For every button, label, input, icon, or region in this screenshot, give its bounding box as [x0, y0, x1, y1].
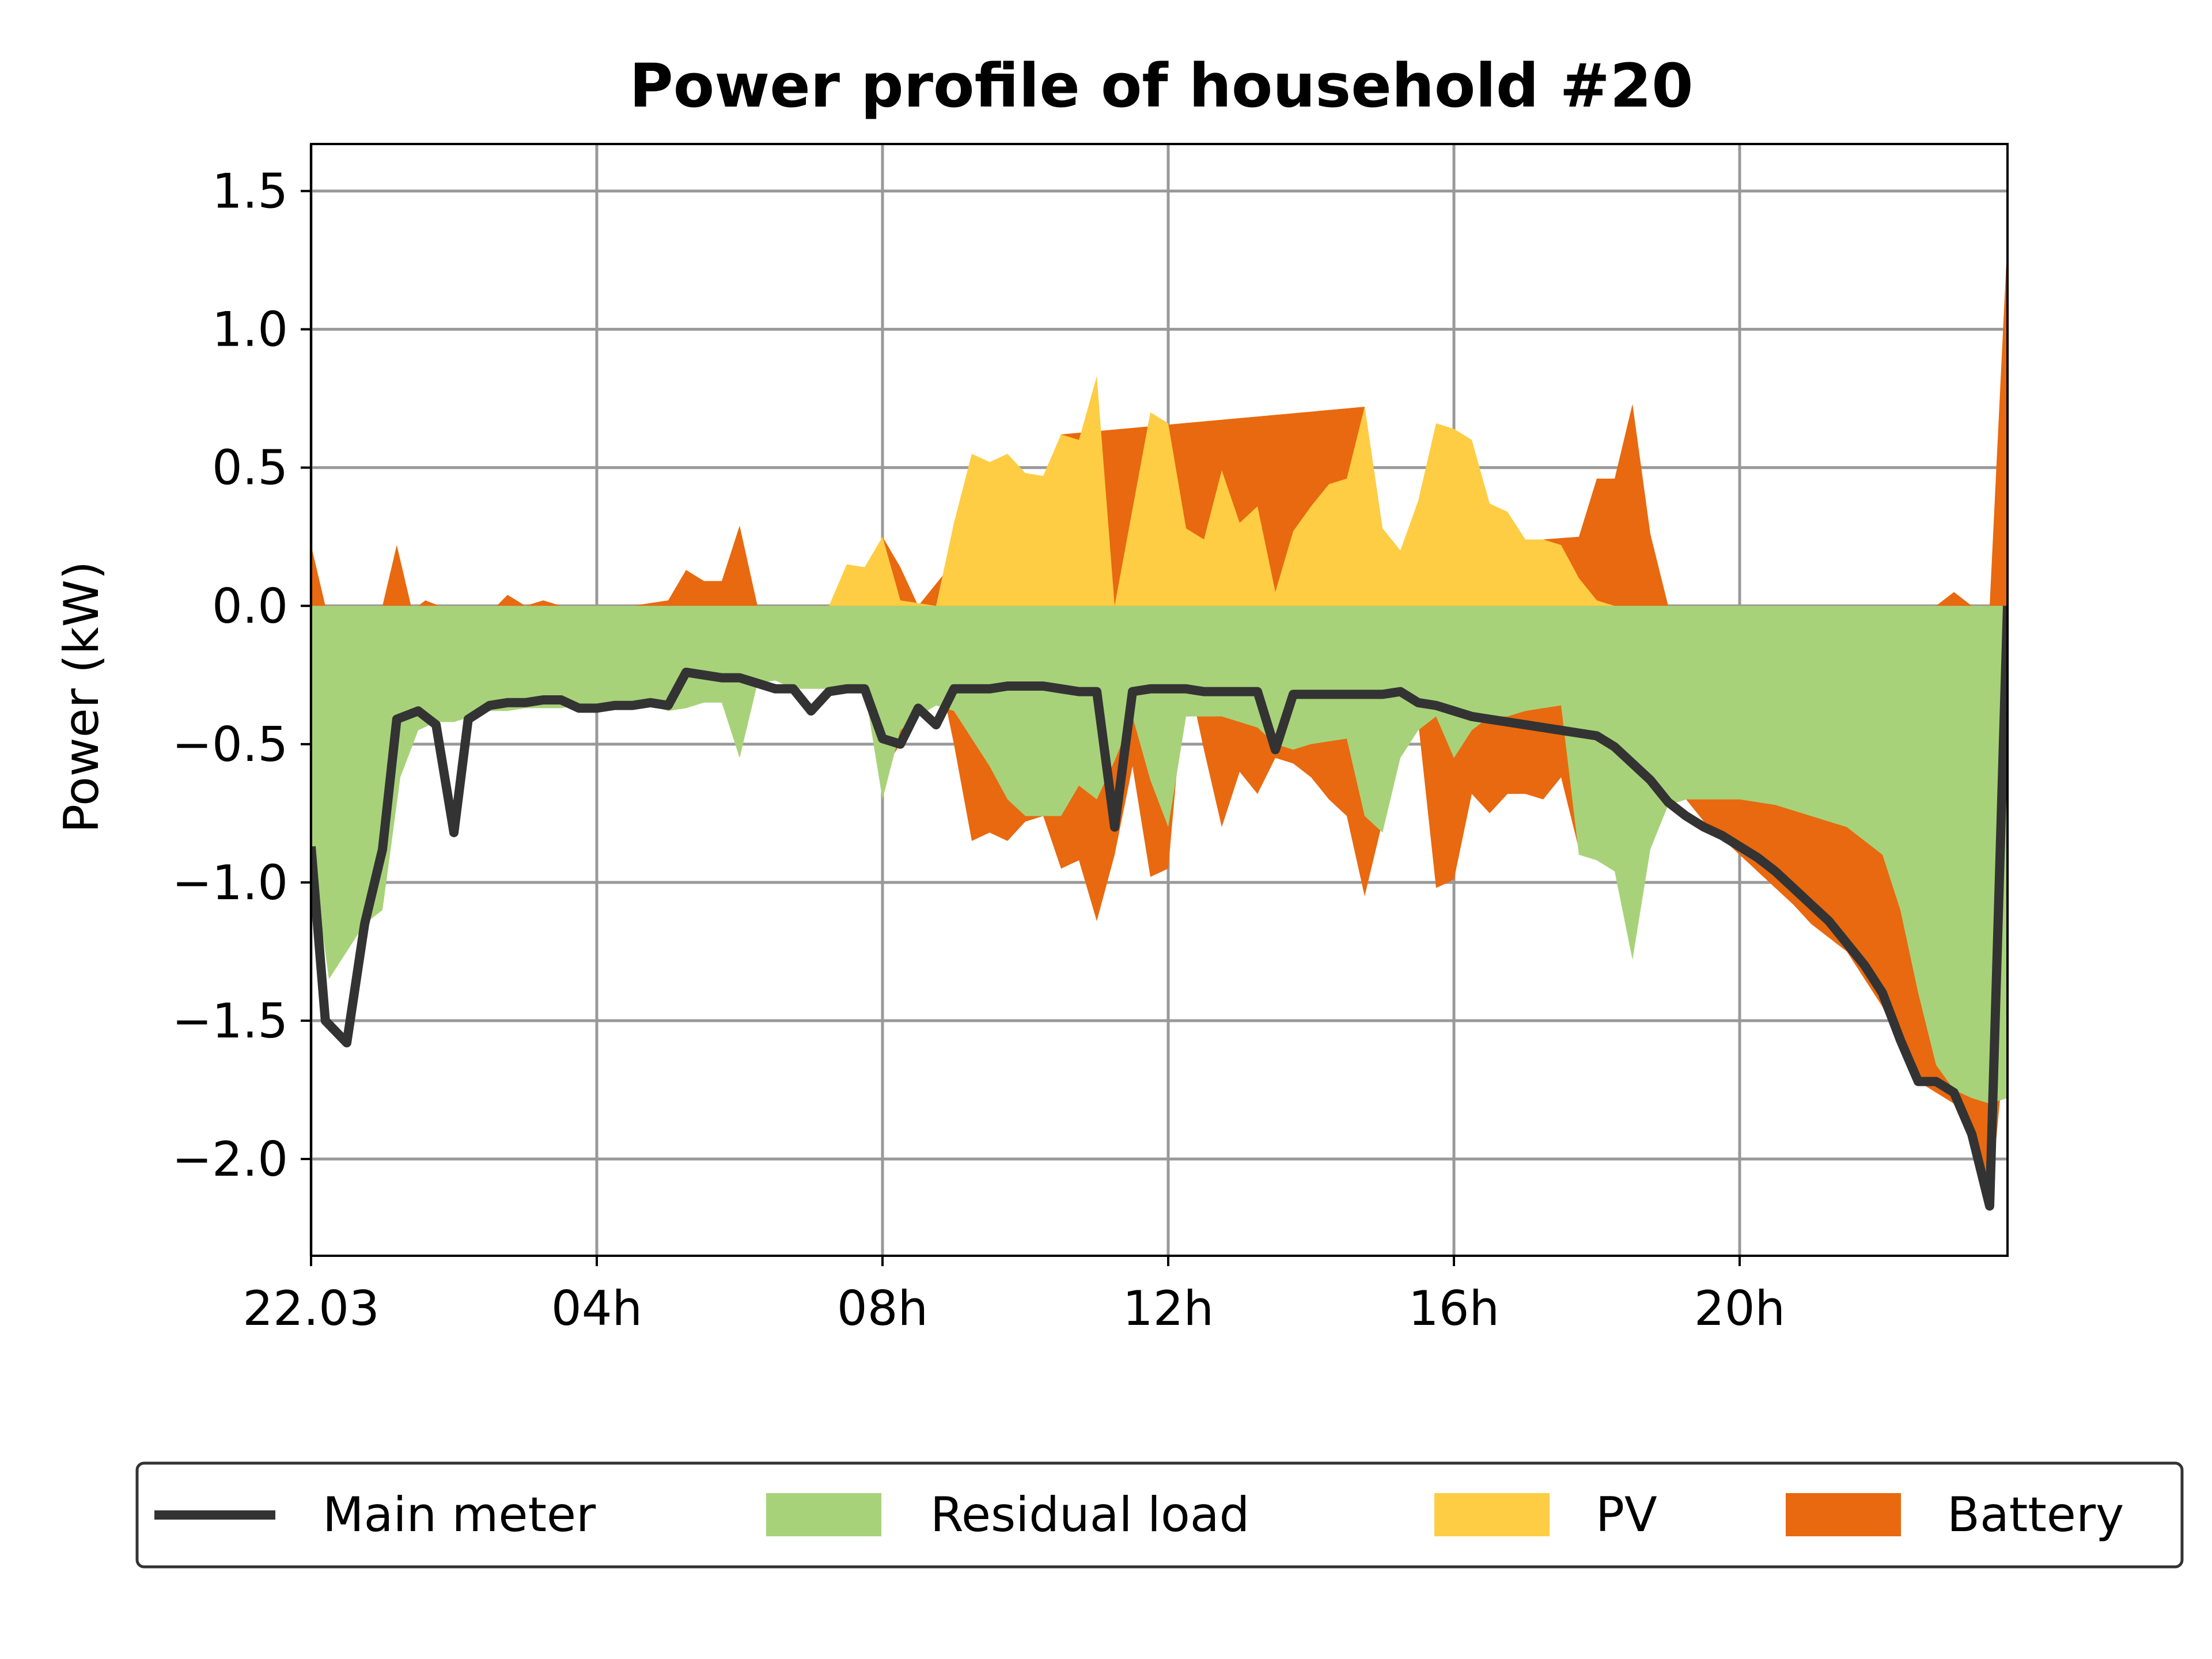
chart-title: Power profile of household #20 [630, 51, 1694, 121]
y-tick-label: 0.0 [212, 578, 288, 634]
legend-box [135, 1461, 2184, 1569]
legend-label: PV [1596, 1487, 1657, 1543]
y-tick-label: 1.0 [212, 302, 288, 358]
main-meter-line [311, 605, 2008, 1211]
legend-label: Battery [1947, 1487, 2124, 1543]
x-tick-label: 08h [837, 1281, 928, 1336]
y-tick-label: −1.5 [172, 993, 288, 1049]
series-areas [311, 238, 2008, 1209]
y-axis-label: Power (kW) [54, 561, 109, 833]
x-tick-label: 22.03 [243, 1281, 380, 1336]
legend-label: Residual load [930, 1487, 1249, 1543]
x-tick-label: 16h [1408, 1281, 1499, 1336]
axis-ticks: 22.03 04h 08h 12h 16h 20h 1.5 1.0 0.5 0.0 −0.5 −1.0… [172, 164, 1785, 1336]
legend-swatch [766, 1493, 881, 1536]
plot-frame [310, 143, 2009, 1257]
legend: Main meter Residual load PV Battery [135, 1461, 2184, 1569]
series-lines [311, 605, 2008, 1211]
x-tick-label: 04h [551, 1281, 642, 1336]
x-tick-label: 12h [1123, 1281, 1214, 1336]
legend-label: Main meter [323, 1487, 596, 1543]
y-tick-label: −2.0 [172, 1131, 288, 1187]
legend-swatch [1786, 1493, 1901, 1536]
x-tick-label: 20h [1694, 1281, 1785, 1336]
pv-area [311, 376, 2008, 606]
y-tick-label: −0.5 [172, 717, 288, 772]
legend-swatch [1434, 1493, 1550, 1536]
y-tick-label: 0.5 [212, 440, 288, 496]
y-tick-label: 1.5 [212, 164, 288, 219]
y-tick-label: −1.0 [172, 855, 288, 911]
